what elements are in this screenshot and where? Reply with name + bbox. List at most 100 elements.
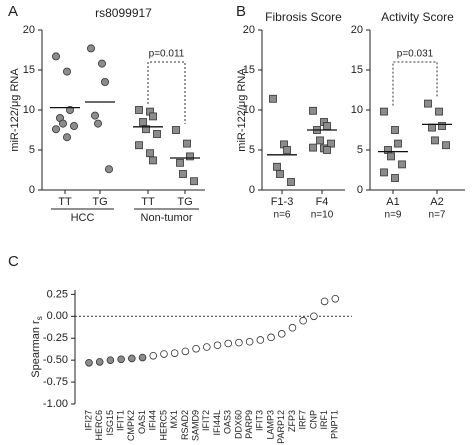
data-point — [149, 112, 157, 121]
data-point — [128, 354, 136, 363]
data-point — [391, 174, 399, 182]
n-label: n=7 — [429, 210, 446, 221]
data-point — [283, 146, 291, 154]
data-point — [276, 170, 284, 178]
y-tick-label: 0 — [249, 184, 255, 196]
y-axis-label-main: Spearman r — [30, 320, 42, 378]
y-axis-label: miR-122/μg RNA — [9, 68, 21, 152]
x-tick-label: TG — [177, 196, 192, 208]
data-point — [235, 338, 243, 347]
data-point — [384, 146, 392, 154]
y-tick-label: -1.00 — [43, 398, 68, 410]
data-point — [391, 126, 399, 134]
data-point — [431, 136, 439, 145]
data-point — [213, 341, 222, 350]
y-tick-label: 0.25 — [47, 288, 68, 300]
y-tick-label: 15 — [23, 64, 35, 76]
data-point — [98, 59, 107, 68]
data-point — [316, 136, 324, 145]
data-point — [138, 353, 147, 362]
x-tick-label: PARP12 — [276, 410, 286, 444]
group-label: HCC — [71, 212, 95, 224]
x-tick-label: RSAD2 — [180, 410, 190, 440]
y-axis-label: Spearman rs — [30, 316, 44, 377]
data-point — [52, 125, 61, 134]
data-point — [135, 141, 143, 150]
data-point — [70, 122, 79, 131]
x-tick-label: IFIT1 — [116, 410, 126, 431]
data-point — [183, 139, 191, 148]
data-point — [288, 323, 297, 332]
y-axis-label: miR-122/μg RNA — [236, 68, 248, 152]
y-tick-label: 20 — [243, 24, 255, 36]
data-point — [170, 349, 179, 357]
data-point — [63, 133, 72, 142]
data-point — [435, 107, 443, 116]
y-tick-label: 5 — [29, 144, 35, 156]
data-point — [135, 106, 143, 114]
data-point — [94, 119, 103, 128]
significance-bracket — [392, 61, 438, 106]
x-tick-label: IRF1 — [319, 410, 329, 430]
y-tick-label: 0 — [357, 184, 363, 196]
data-point — [95, 358, 104, 366]
data-point — [269, 94, 277, 103]
y-tick-label: 5 — [357, 144, 363, 156]
data-point — [186, 152, 194, 161]
y-tick-label: 20 — [23, 24, 35, 36]
data-point — [87, 44, 96, 53]
data-point — [323, 146, 331, 154]
data-point — [310, 312, 318, 321]
x-tick-label: IRF7 — [298, 410, 308, 430]
x-tick-label: OAS1 — [137, 410, 147, 434]
x-tick-label: TG — [92, 196, 107, 208]
p-value: p=0.011 — [149, 49, 185, 60]
data-point — [380, 107, 388, 116]
data-point — [267, 333, 275, 342]
data-point — [442, 141, 450, 150]
x-tick-label: IFIT2 — [201, 410, 211, 431]
data-point — [424, 99, 432, 108]
data-point — [309, 106, 317, 115]
data-point — [202, 343, 211, 351]
y-tick-label: 10 — [243, 104, 255, 116]
x-tick-label: TT — [58, 196, 72, 208]
significance-bracket — [147, 61, 186, 124]
x-tick-label: A1 — [386, 196, 399, 208]
y-tick-label: 15 — [351, 64, 363, 76]
data-point — [149, 351, 158, 360]
y-tick-label: 15 — [243, 64, 255, 76]
x-tick-label: PNPT1 — [330, 410, 340, 439]
data-point — [245, 337, 254, 346]
panel-label: B — [236, 3, 246, 20]
data-point — [101, 78, 110, 87]
data-point — [256, 336, 265, 344]
data-point — [323, 122, 331, 130]
data-point — [91, 111, 100, 120]
x-tick-label: CMPK2 — [126, 410, 136, 441]
y-tick-label: 10 — [351, 104, 363, 116]
data-point — [181, 347, 190, 356]
x-tick-label: IFI44 — [148, 410, 158, 431]
x-tick-label: DDX60 — [233, 410, 243, 439]
x-tick-label: MX1 — [169, 410, 179, 429]
x-tick-label: CNP — [308, 410, 318, 429]
data-point — [277, 330, 286, 338]
data-point — [176, 158, 184, 167]
panel-label: A — [8, 3, 18, 20]
x-tick-label: ISG15 — [105, 410, 115, 436]
x-tick-label: HERC6 — [94, 410, 104, 441]
chart-title: Activity Score — [381, 10, 454, 24]
data-point — [394, 139, 402, 148]
data-point — [117, 355, 125, 364]
x-tick-label: SAMD9 — [190, 410, 200, 441]
data-point — [106, 356, 115, 364]
data-point — [380, 168, 388, 177]
x-tick-label: IFI27 — [83, 410, 93, 431]
data-point — [309, 143, 317, 152]
data-point — [149, 156, 157, 165]
y-tick-label: 0.00 — [47, 310, 68, 322]
data-point — [85, 358, 93, 367]
data-point — [387, 152, 395, 161]
